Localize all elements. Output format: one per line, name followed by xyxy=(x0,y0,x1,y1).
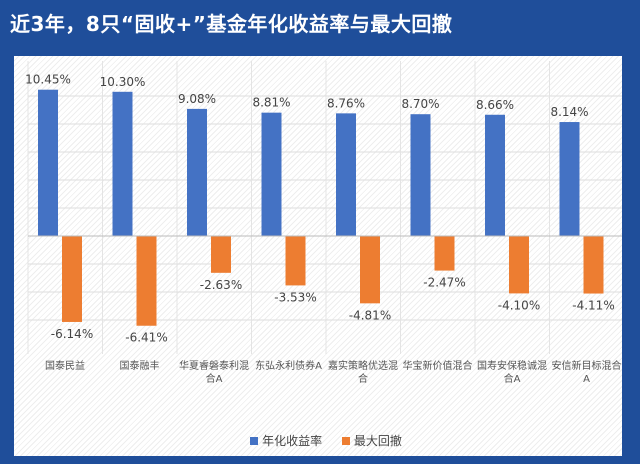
bar-drawdown xyxy=(136,236,157,326)
category-label: 国泰民益 xyxy=(45,361,85,372)
label-drawdown: -2.63% xyxy=(200,278,242,292)
bar-drawdown xyxy=(62,236,82,322)
bar-drawdown xyxy=(509,236,529,294)
category-label: 嘉实策略优选混合 xyxy=(328,361,398,385)
chart-title: 近3年，8只“固收+”基金年化收益率与最大回撤 xyxy=(10,12,453,36)
bar-drawdown xyxy=(583,236,604,294)
category-label: 华夏睿磐泰利混合A xyxy=(179,361,249,385)
bar-return xyxy=(261,112,282,236)
chart-svg: 10.45% -6.14% 10.30% -6.41% 9.08% -2.63% 8.81%… xyxy=(25,61,622,354)
bar-return xyxy=(485,114,505,236)
chart-panel: 10.45% -6.14% 10.30% -6.41% 9.08% -2.63% 8.81%… xyxy=(14,56,622,456)
label-drawdown: -2.47% xyxy=(423,276,465,290)
label-drawdown: -4.81% xyxy=(349,308,391,322)
category-label: 国泰融丰 xyxy=(119,361,160,372)
bar-drawdown xyxy=(434,236,455,271)
bar-drawdown xyxy=(360,236,380,304)
legend-swatch-return xyxy=(250,436,259,445)
bar-drawdown xyxy=(211,236,231,273)
label-return: 8.70% xyxy=(401,97,439,111)
legend-label-return: 年化收益率 xyxy=(262,434,323,448)
bar-return xyxy=(38,89,58,236)
label-return: 8.76% xyxy=(327,96,365,110)
category-label: 东弘永利债券A xyxy=(255,361,322,372)
bar-return xyxy=(112,91,133,236)
category-label: 安信新目标混合A xyxy=(551,361,622,385)
bar-return xyxy=(559,122,580,236)
bar-drawdown xyxy=(285,236,306,286)
label-return: 8.14% xyxy=(550,105,588,119)
legend: 年化收益率 最大回撤 xyxy=(14,432,622,449)
label-return: 9.08% xyxy=(178,92,216,106)
label-drawdown: -3.53% xyxy=(274,290,316,304)
category-label: 国寿安保稳诚混合A xyxy=(477,361,547,385)
label-drawdown: -4.10% xyxy=(498,298,540,312)
label-drawdown: -4.11% xyxy=(572,299,614,313)
label-drawdown: -6.14% xyxy=(51,327,93,341)
label-return: 10.30% xyxy=(100,75,146,89)
bar-return xyxy=(336,113,356,236)
category-label: 华宝新价值混合 xyxy=(402,361,473,372)
label-return: 8.66% xyxy=(476,98,514,112)
legend-swatch-drawdown xyxy=(341,436,350,445)
bar-return xyxy=(187,108,207,236)
legend-label-drawdown: 最大回撤 xyxy=(353,434,402,448)
label-return: 8.81% xyxy=(252,96,290,110)
bar-return xyxy=(410,114,431,236)
label-return: 10.45% xyxy=(25,73,71,87)
label-drawdown: -6.41% xyxy=(125,331,167,345)
